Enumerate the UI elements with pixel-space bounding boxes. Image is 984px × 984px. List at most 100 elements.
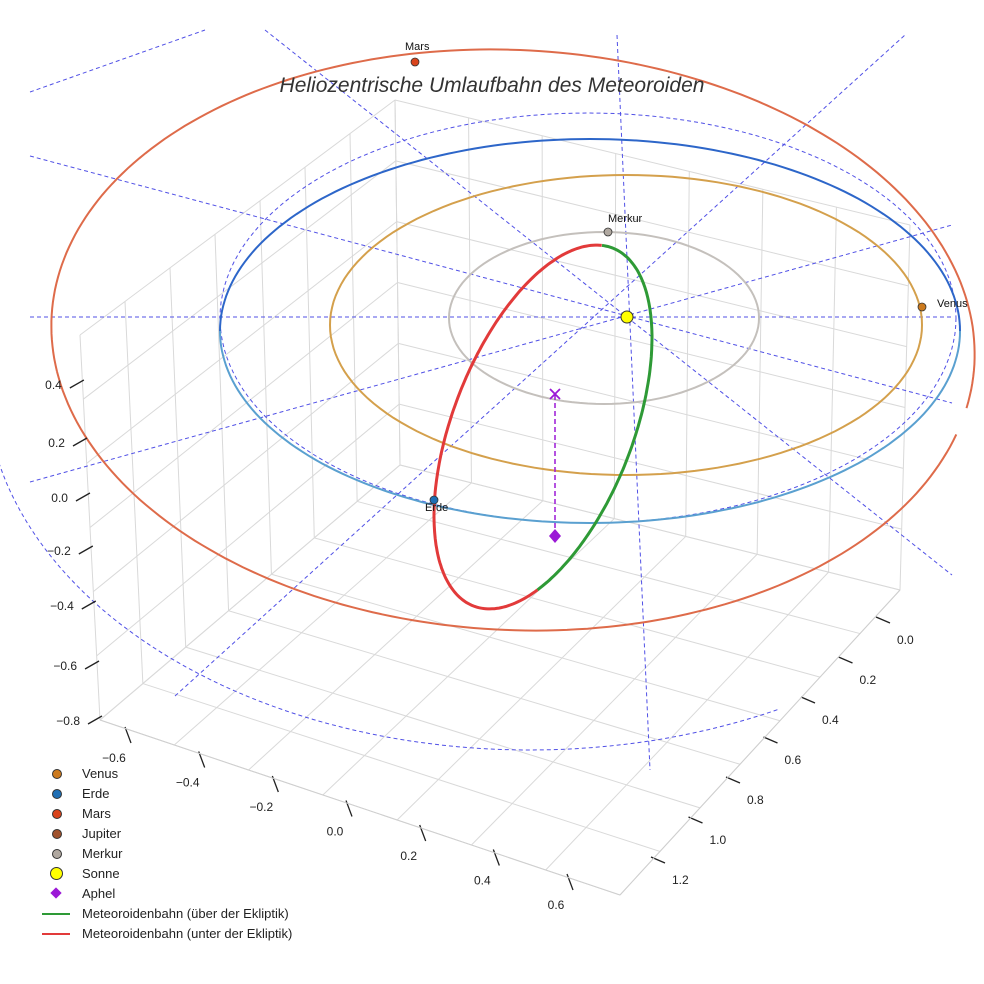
grid-line (398, 342, 904, 469)
y-tick-label: 0.0 (897, 633, 914, 647)
legend-symbol (38, 884, 78, 904)
grid-line (228, 610, 741, 765)
z-tick (75, 492, 91, 502)
grid-line (173, 482, 472, 746)
grid-line (89, 282, 398, 528)
grid-line (99, 464, 401, 721)
legend-item: Mars (38, 804, 292, 824)
y-axis-line (619, 589, 901, 896)
legend-symbol (38, 864, 78, 884)
planet-mars (410, 57, 420, 67)
legend-item: Erde (38, 784, 292, 804)
grid-line (396, 536, 687, 821)
meteoroid-orbit-above (536, 243, 654, 592)
grid-line (471, 553, 758, 846)
legend-symbol-mark (42, 913, 70, 915)
planet-label-mars: Mars (405, 41, 430, 53)
y-tick-label: 1.0 (710, 833, 727, 847)
guide-line (174, 34, 906, 697)
grid-line (271, 573, 781, 722)
legend-symbol (38, 784, 78, 804)
legend-item: Aphel (38, 884, 292, 904)
z-tick (69, 379, 85, 389)
y-tick-label: 0.2 (860, 673, 877, 687)
legend-label: Meteoroidenbahn (über der Ekliptik) (82, 906, 289, 921)
grid-line (185, 646, 701, 809)
orbit-mars-front (56, 371, 958, 632)
planet-venus (917, 302, 927, 312)
x-tick-label: −0.2 (249, 800, 273, 814)
z-tick-label: 0.0 (51, 491, 68, 505)
grid-line (314, 537, 821, 678)
z-tick-label: −0.8 (56, 714, 80, 728)
legend-symbol (38, 824, 78, 844)
orbit-erde-front (219, 330, 961, 525)
orbit-merkur (447, 230, 760, 406)
z-tick-label: −0.4 (50, 599, 74, 613)
x-tick (198, 751, 206, 768)
x-tick (566, 873, 574, 891)
grid-line (399, 403, 902, 530)
y-tick-label: 0.8 (747, 793, 764, 807)
legend-symbol-mark (52, 849, 62, 859)
x-tick-label: 0.6 (548, 898, 565, 912)
grid-line (396, 221, 907, 348)
chart-title: Heliozentrische Umlaufbahn des Meteoroid… (279, 74, 705, 97)
planet-orbits (50, 48, 976, 632)
axis-ticks: −0.8 −0.6 −0.4 −0.2 0.0 0.2 0.4 −0.6 −0.4 −0.2 0.0… (45, 378, 914, 912)
orbit-venus (328, 173, 923, 477)
z-tick (72, 437, 88, 447)
legend-label: Sonne (82, 866, 120, 881)
legend-symbol-mark (52, 809, 62, 819)
y-tick (838, 656, 853, 664)
orbit-mars (50, 48, 976, 409)
x-tick-label: 0.4 (474, 874, 491, 888)
grid-line (399, 464, 901, 591)
legend-item: Jupiter (38, 824, 292, 844)
planet-erde (429, 495, 439, 505)
orbit-erde-back (219, 137, 961, 332)
x-tick (124, 726, 132, 744)
markers: Venus Erde Mars Merkur (405, 41, 968, 543)
legend-symbol-mark (50, 887, 62, 899)
y-tick (725, 776, 741, 784)
z-tick (87, 715, 103, 725)
legend-label: Erde (82, 786, 110, 801)
x-tick-label: −0.6 (102, 751, 126, 765)
x-tick (492, 849, 500, 866)
legend-item: Venus (38, 764, 292, 784)
legend-label: Mars (82, 806, 111, 821)
y-tick-label: 0.4 (822, 713, 839, 727)
legend-symbol (38, 804, 78, 824)
z-tick-label: 0.4 (45, 378, 62, 392)
x-tick-label: 0.2 (400, 849, 417, 863)
legend: Venus Erde Mars Jupiter Merkur Sonne Aphel Mete… (38, 764, 292, 944)
legend-symbol-mark (52, 789, 62, 799)
legend-label: Merkur (82, 846, 123, 861)
x-tick-label: −0.4 (176, 776, 200, 790)
guide-line (29, 155, 953, 404)
y-tick (763, 736, 778, 744)
guide-line (264, 29, 953, 576)
legend-symbol (38, 844, 78, 864)
legend-symbol (38, 764, 78, 784)
guide-line (29, 29, 206, 93)
legend-label: Meteoroidenbahn (unter der Ekliptik) (82, 926, 293, 941)
z-tick-label: −0.6 (53, 659, 77, 673)
x-axis-line (99, 719, 621, 896)
x-tick-label: 0.0 (327, 825, 344, 839)
legend-label: Jupiter (82, 826, 122, 841)
legend-symbol-mark (52, 769, 62, 779)
aphel-marker (549, 529, 561, 543)
aphel-projection-marker (549, 388, 561, 400)
legend-item: Meteoroidenbahn (über der Ekliptik) (38, 904, 292, 924)
planet-label-erde: Erde (425, 502, 448, 514)
legend-item: Sonne (38, 864, 292, 884)
legend-item: Merkur (38, 844, 292, 864)
grid-line (394, 99, 911, 226)
z-tick (81, 600, 97, 610)
outer-guide-ellipse (0, 464, 778, 751)
meteoroid-orbit (432, 243, 654, 611)
planet-merkur (603, 227, 613, 237)
